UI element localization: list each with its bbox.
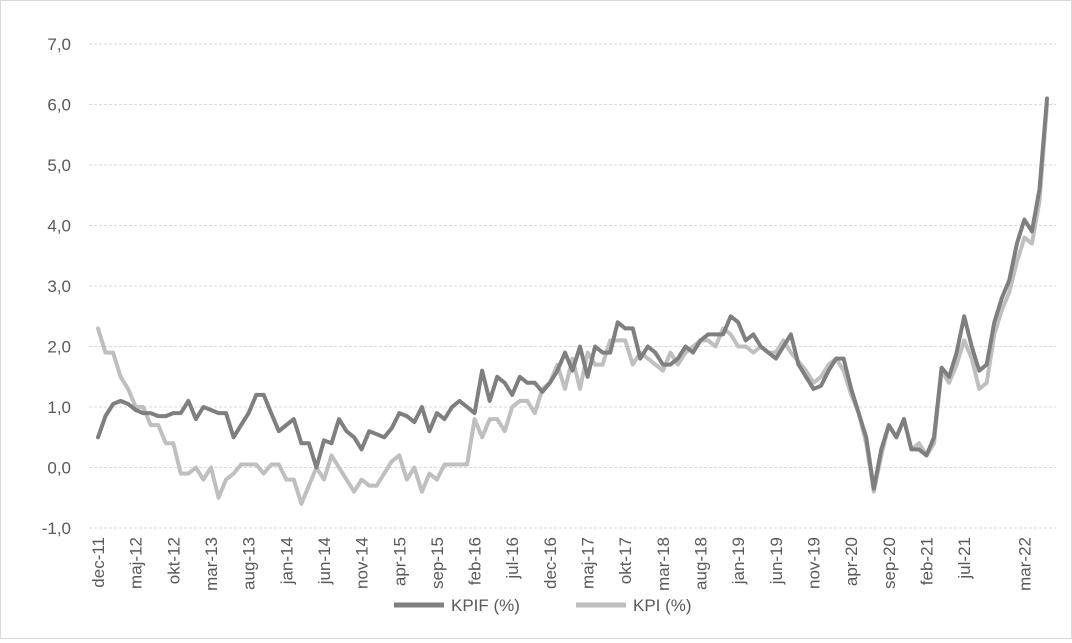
series-line-kpi (96, 102, 1049, 506)
x-tick-label: dec-16 (541, 537, 560, 589)
x-tick-label: jul-16 (503, 537, 522, 580)
x-tick-label: mar-13 (202, 537, 221, 591)
x-tick-label: feb-16 (466, 537, 485, 585)
y-tick-label: 6,0 (47, 96, 71, 115)
x-tick-label: jun-14 (315, 537, 334, 585)
x-tick-label: nov-19 (805, 537, 824, 589)
legend-label: KPI (%) (633, 596, 692, 615)
x-tick-label: okt-17 (616, 537, 635, 584)
x-tick-label: mar-18 (654, 537, 673, 591)
x-tick-label: jun-19 (767, 537, 786, 585)
x-tick-label: apr-15 (390, 537, 409, 586)
gridlines (89, 43, 1056, 529)
x-tick-label: maj-12 (127, 537, 146, 589)
x-axis: dec-11 maj-12 okt-12 mar-13 aug-13 jan-14 jun-… (89, 537, 1034, 591)
x-tick-label: jan-14 (277, 537, 296, 585)
x-tick-label: dec-11 (89, 537, 108, 588)
x-tick-label: feb-21 (917, 537, 936, 585)
x-tick-label: sep-20 (880, 537, 899, 589)
y-tick-label: 3,0 (47, 277, 71, 296)
legend-label: KPIF (%) (451, 596, 520, 615)
y-axis: -1,0 0,0 1,0 2,0 3,0 4,0 5,0 6,0 7,0 (42, 35, 71, 538)
y-tick-label: 2,0 (47, 338, 71, 357)
x-tick-label: aug-18 (692, 537, 711, 590)
y-tick-label: 5,0 (47, 156, 71, 175)
x-tick-label: jul-21 (955, 537, 974, 580)
legend: KPIF (%) KPI (%) (394, 596, 692, 615)
x-tick-label: mar-22 (1015, 537, 1034, 591)
x-tick-label: aug-13 (240, 537, 259, 590)
y-tick-label: 4,0 (47, 217, 71, 236)
x-tick-label: sep-15 (428, 537, 447, 589)
y-tick-label: -1,0 (42, 519, 71, 538)
series-line-kpif (96, 96, 1049, 491)
x-tick-label: nov-14 (353, 537, 372, 589)
x-tick-label: okt-12 (164, 537, 183, 584)
x-tick-label: maj-17 (579, 537, 598, 589)
x-tick-label: apr-20 (842, 537, 861, 586)
y-tick-label: 7,0 (47, 35, 71, 54)
x-tick-label: jan-19 (729, 537, 748, 585)
y-tick-label: 0,0 (47, 459, 71, 478)
y-tick-label: 1,0 (47, 398, 71, 417)
series-lines (96, 96, 1049, 506)
